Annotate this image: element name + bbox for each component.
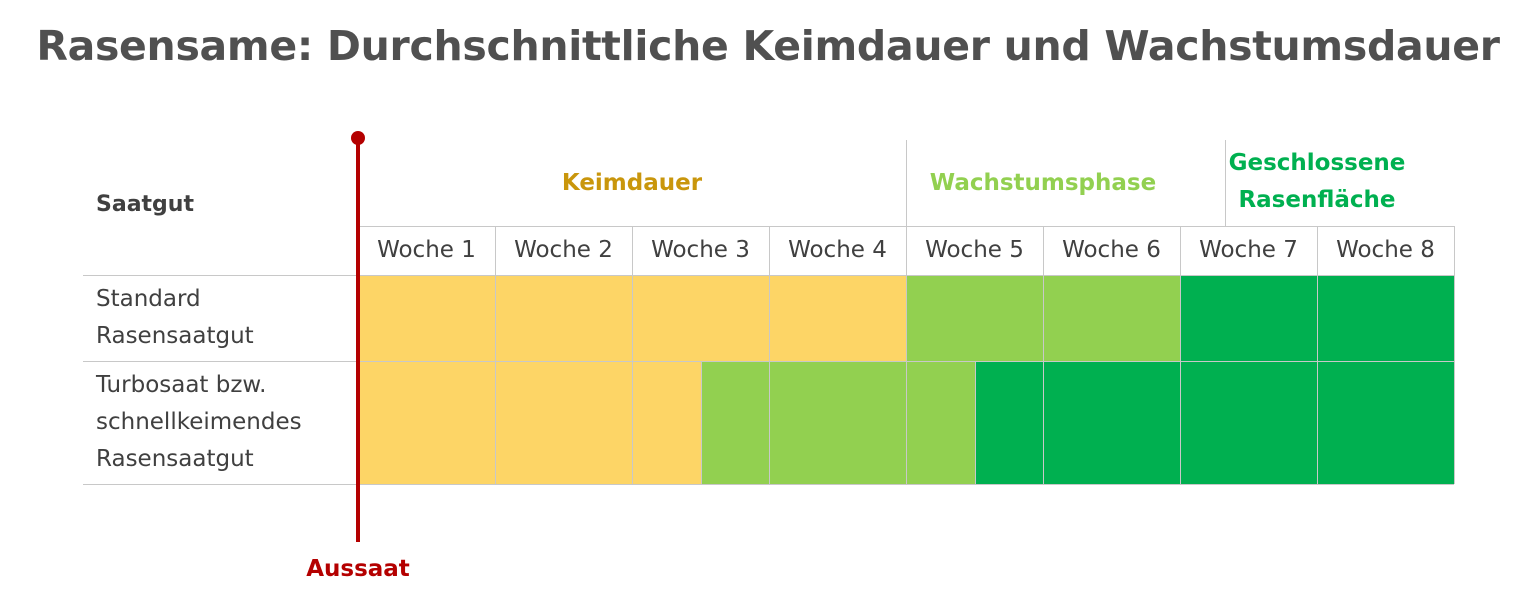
grid-vertical-5	[1043, 226, 1044, 484]
bar-segment-row-2-3	[974, 361, 1454, 484]
grid-vertical-2	[632, 226, 633, 484]
week-header-7: Woche 7	[1199, 237, 1298, 263]
phase-separator	[1225, 140, 1226, 226]
phase-header-3-line-2: Rasenfläche	[1238, 187, 1396, 213]
grid-vertical-8	[1454, 226, 1455, 484]
grid-vertical-1	[495, 226, 496, 484]
grid-vertical-6	[1180, 226, 1181, 484]
week-header-5: Woche 5	[925, 237, 1024, 263]
sowing-marker-label: Aussaat	[306, 556, 410, 582]
row-header-saatgut: Saatgut	[96, 192, 194, 217]
grid-horizontal-0	[83, 275, 1454, 276]
grid-header-top	[906, 226, 1454, 227]
phase-header-3-line-1: Geschlossene	[1228, 150, 1406, 176]
week-header-1: Woche 1	[377, 237, 476, 263]
grid-vertical-3	[769, 226, 770, 484]
week-header-2: Woche 2	[514, 237, 613, 263]
grid-vertical-4	[906, 226, 907, 484]
row-label-2-line-2: schnellkeimendes	[96, 409, 302, 435]
week-header-8: Woche 8	[1336, 237, 1435, 263]
week-header-3: Woche 3	[651, 237, 750, 263]
bar-segment-row-2-2	[700, 361, 975, 484]
grid-half-0	[700, 361, 702, 484]
row-label-2-line-1: Turbosaat bzw.	[96, 372, 267, 398]
phase-header-2: Wachstumsphase	[929, 170, 1157, 196]
chart-title: Rasensame: Durchschnittliche Keimdauer u…	[36, 22, 1500, 70]
sowing-marker-line	[356, 138, 360, 542]
row-label-1-line-1: Standard	[96, 286, 201, 312]
grid-horizontal-2	[83, 484, 1454, 485]
week-header-6: Woche 6	[1062, 237, 1161, 263]
grid-horizontal-1	[83, 361, 1454, 362]
bar-segment-row-2-1	[358, 361, 701, 484]
grid-vertical-7	[1317, 226, 1318, 484]
phase-header-1: Keimdauer	[561, 170, 703, 196]
grid-half-1	[974, 361, 976, 484]
phase-separator	[906, 140, 907, 226]
row-label-2-line-3: Rasensaatgut	[96, 446, 254, 472]
row-label-1-line-2: Rasensaatgut	[96, 323, 254, 349]
grid-week-top	[358, 226, 906, 227]
week-header-4: Woche 4	[788, 237, 887, 263]
sowing-marker-dot	[351, 131, 365, 145]
